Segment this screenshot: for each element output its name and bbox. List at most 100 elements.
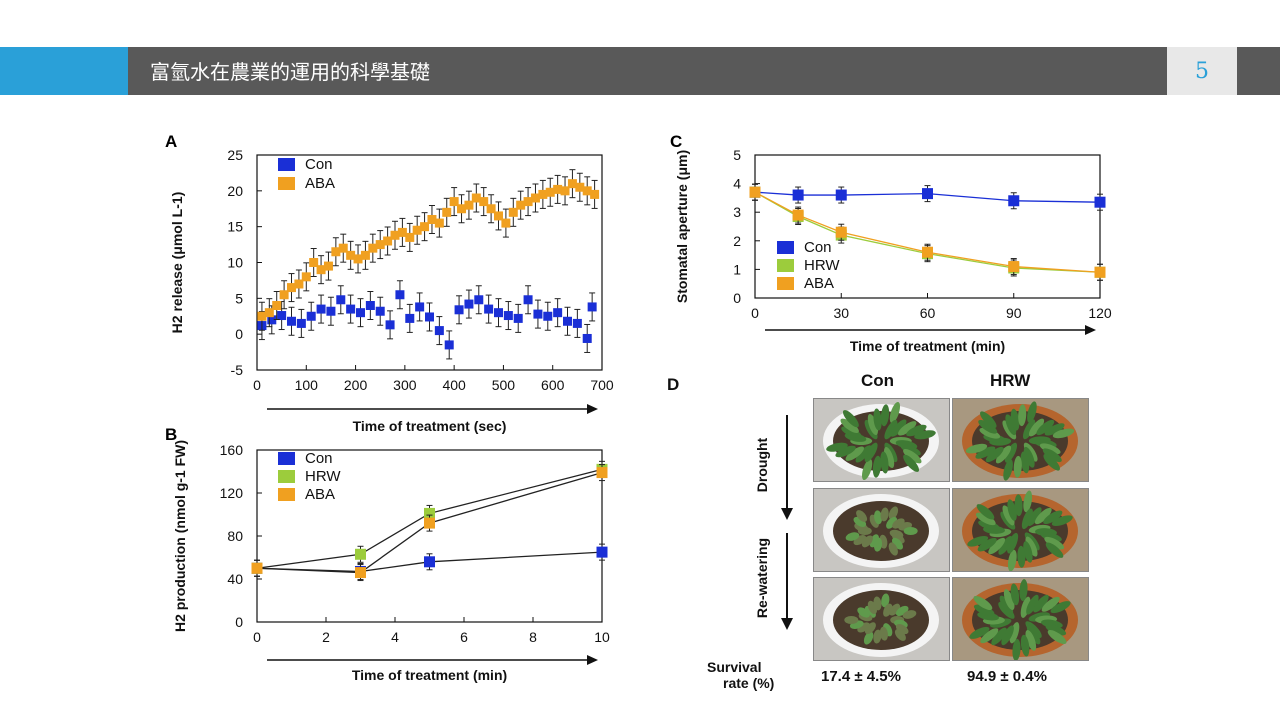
- x-tick-label: 10: [594, 629, 610, 645]
- data-point-con: [582, 333, 592, 343]
- x-tick-label: 120: [1088, 305, 1112, 321]
- data-point-con: [1094, 196, 1106, 208]
- data-point-aba: [390, 230, 400, 240]
- x-tick-label: 2: [322, 629, 330, 645]
- data-point-aba: [538, 189, 548, 199]
- data-point-aba: [424, 517, 435, 529]
- data-point-aba: [427, 215, 437, 224]
- y-tick-label: 3: [733, 204, 741, 220]
- y-tick-label: 40: [227, 571, 243, 587]
- chart-a-svg: A 0 100 200 300 400 500 600 700 25 20 15 10 5 0 -5 Time …: [165, 132, 614, 434]
- y-tick-label: 160: [220, 442, 244, 458]
- x-axis-arrowhead: [1085, 325, 1096, 335]
- data-point-aba: [360, 250, 370, 260]
- data-point-aba: [508, 207, 518, 217]
- data-point-con: [296, 318, 306, 328]
- data-point-aba: [301, 272, 311, 282]
- data-point-aba: [575, 182, 585, 192]
- data-point-aba: [383, 236, 393, 246]
- x-tick-label: 60: [920, 305, 936, 321]
- data-point-aba: [257, 311, 267, 321]
- x-tick-label: 90: [1006, 305, 1022, 321]
- data-point-aba: [316, 265, 326, 275]
- legend-label-aba: ABA: [804, 275, 834, 292]
- data-point-aba: [516, 200, 526, 210]
- x-axis-arrowhead: [587, 655, 598, 665]
- data-point-aba: [405, 232, 415, 242]
- data-point-con: [503, 311, 513, 321]
- column-label-con: Con: [861, 371, 895, 390]
- y-tick-label: 0: [235, 614, 243, 630]
- data-point-aba: [375, 240, 385, 250]
- data-point-aba: [294, 279, 304, 289]
- legend-swatch-aba: [278, 488, 295, 501]
- x-tick-label: 30: [833, 305, 849, 321]
- data-point-aba: [792, 209, 804, 221]
- legend-swatch-hrw: [777, 259, 794, 272]
- row-label-drought: Drought: [754, 437, 770, 492]
- data-point-con: [543, 311, 553, 321]
- panel-letter: A: [165, 132, 177, 151]
- legend-label-hrw: HRW: [804, 257, 840, 274]
- data-point-con: [326, 306, 336, 316]
- data-point-aba: [567, 179, 577, 189]
- data-point-con: [306, 311, 316, 321]
- data-point-con: [415, 302, 425, 312]
- data-point-aba: [523, 197, 533, 207]
- data-point-con: [563, 316, 572, 326]
- panel-d-arrows: Drought Re-watering: [754, 415, 793, 630]
- series-line-con: [754, 191, 1101, 203]
- chart-panel-c: C 0 30 60 90 120 5 4 3 2 1 0 Time of treatment (min)…: [665, 125, 1135, 365]
- plant-photo-con-wilted: [813, 488, 950, 572]
- data-point-con: [835, 189, 847, 201]
- data-point-hrw: [355, 548, 366, 560]
- plant-photo-hrw-drought: [952, 398, 1089, 482]
- legend-swatch-hrw: [278, 470, 295, 483]
- y-tick-label: 1: [733, 261, 741, 277]
- data-point-con: [523, 295, 533, 305]
- data-point-con: [346, 304, 356, 314]
- y-tick-label: 15: [227, 219, 243, 235]
- y-tick-label: 20: [227, 183, 243, 199]
- survival-label-line2: rate (%): [723, 675, 775, 691]
- chart-panel-a: A 0 100 200 300 400 500 600 700 25 20 15 10 5 0 -5 Time …: [160, 125, 640, 440]
- series-line-aba: [754, 191, 1101, 273]
- y-tick-label: 0: [733, 290, 741, 306]
- data-point-aba: [323, 261, 333, 271]
- y-tick-label: 25: [227, 147, 243, 163]
- data-point-con: [277, 311, 287, 321]
- data-point-aba: [1008, 261, 1020, 273]
- data-point-aba: [346, 250, 356, 260]
- x-tick-label: 0: [751, 305, 759, 321]
- data-point-aba: [449, 197, 459, 207]
- x-tick-label: 300: [393, 377, 417, 393]
- data-point-con: [395, 290, 405, 300]
- y-tick-label: 10: [227, 255, 243, 271]
- x-tick-label: 6: [460, 629, 468, 645]
- data-point-con: [587, 302, 597, 312]
- data-point-aba: [251, 562, 263, 574]
- x-tick-label: 0: [253, 377, 261, 393]
- data-point-aba: [272, 301, 282, 310]
- row-label-rewatering: Re-watering: [754, 538, 770, 618]
- legend-swatch-con: [278, 158, 295, 171]
- x-tick-label: 100: [295, 377, 319, 393]
- legend-swatch-aba: [278, 177, 295, 190]
- data-point-con: [464, 299, 474, 309]
- data-point-aba: [309, 258, 319, 267]
- y-tick-label: 120: [220, 485, 244, 501]
- data-point-con: [356, 308, 365, 318]
- y-tick-label: 0: [235, 326, 243, 342]
- data-point-con: [494, 308, 503, 318]
- data-point-con: [474, 295, 484, 305]
- data-point-aba: [397, 227, 407, 237]
- panel-letter: C: [670, 132, 682, 151]
- plant-photo-hrw-rewater: [952, 488, 1089, 572]
- series-line-hrw: [256, 468, 603, 569]
- x-tick-label: 700: [590, 377, 614, 393]
- legend-label-hrw: HRW: [305, 468, 341, 485]
- data-point-con: [287, 316, 296, 326]
- x-tick-label: 8: [529, 629, 537, 645]
- data-point-aba: [582, 186, 592, 196]
- data-point-con: [553, 308, 563, 318]
